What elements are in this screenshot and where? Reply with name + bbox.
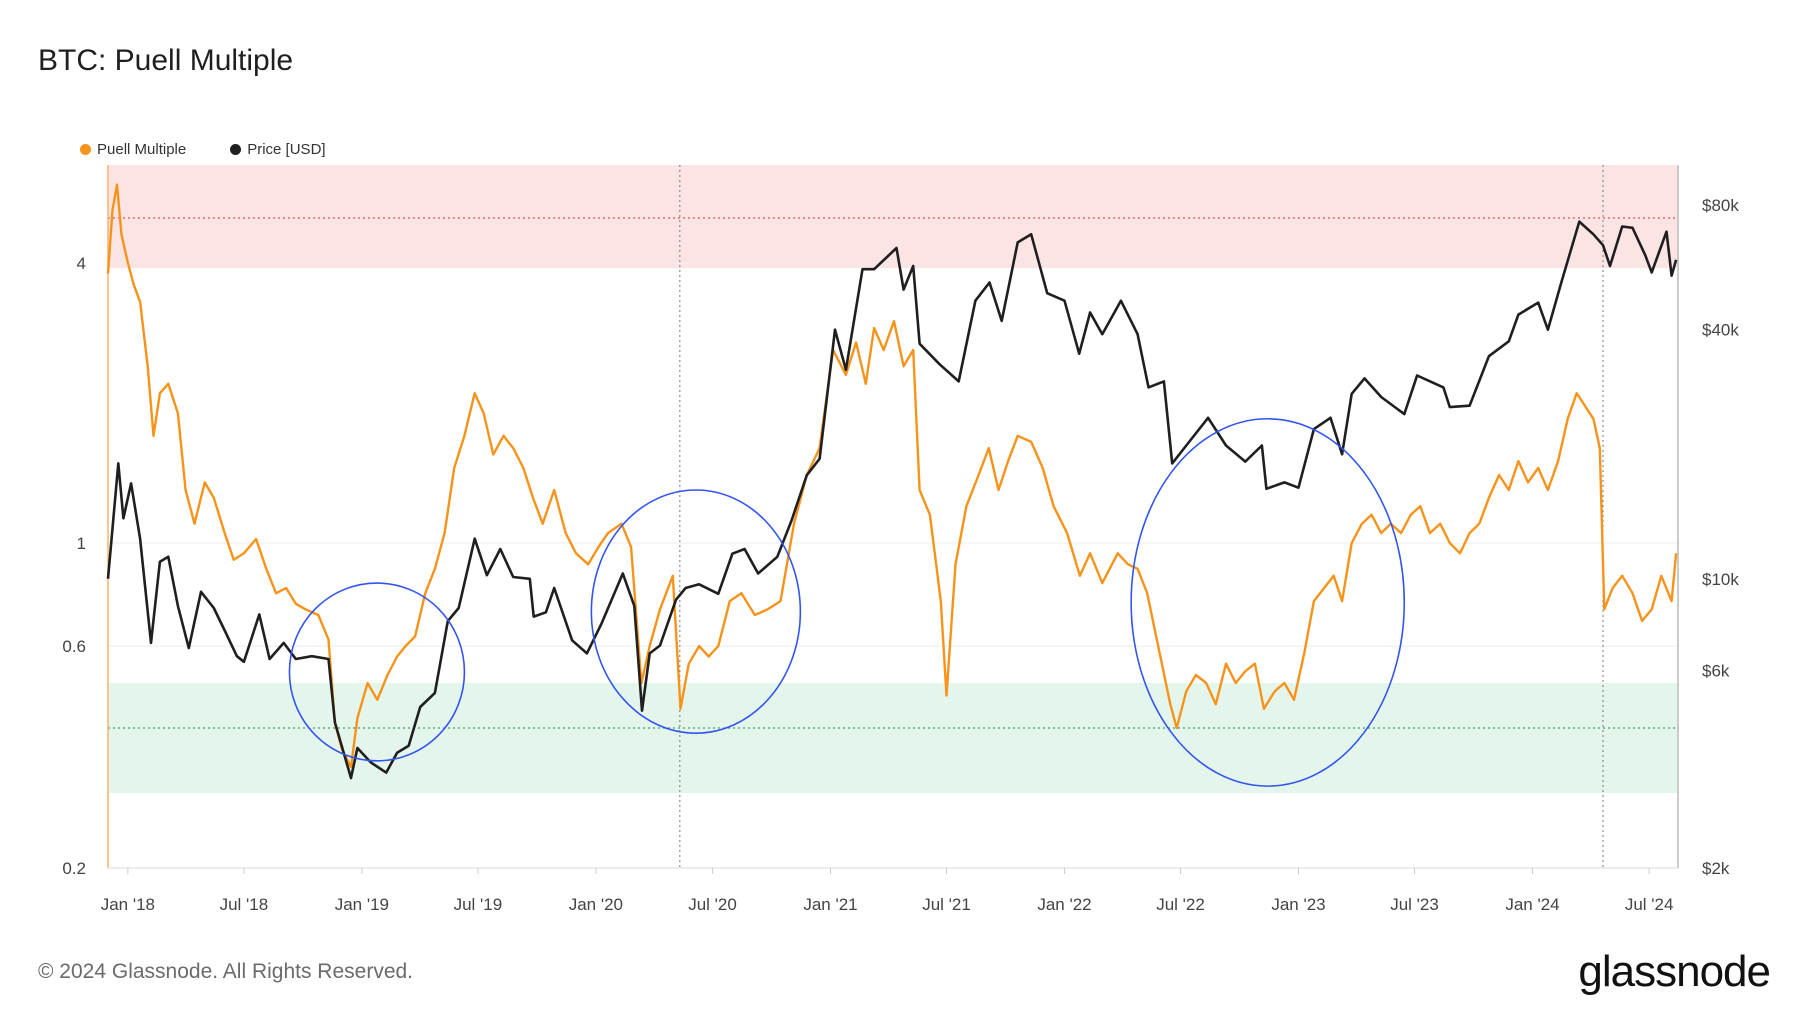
x-tick-label: Jul '21 <box>922 895 971 914</box>
left-tick-label: 1 <box>77 534 86 553</box>
legend-item-puell[interactable]: Puell Multiple <box>80 141 186 158</box>
legend-label-price: Price [USD] <box>247 141 326 158</box>
legend-label-puell: Puell Multiple <box>97 141 187 158</box>
puell-multiple-line <box>106 183 1678 769</box>
legend-dot-puell <box>80 144 91 155</box>
x-tick-label: Jul '22 <box>1156 895 1205 914</box>
copyright-text: © 2024 Glassnode. All Rights Reserved. <box>38 960 414 983</box>
x-tick-label: Jan '21 <box>803 895 857 914</box>
annotation-circle-1 <box>590 489 802 734</box>
x-tick-label: Jul '18 <box>220 895 269 914</box>
x-tick-label: Jan '24 <box>1505 895 1559 914</box>
right-tick-label: $2k <box>1702 859 1730 878</box>
x-tick-label: Jul '19 <box>454 895 503 914</box>
x-tick-label: Jan '20 <box>569 895 623 914</box>
x-tick-label: Jul '20 <box>688 895 737 914</box>
undervalued-zone-band <box>108 682 1678 793</box>
right-tick-label: $80k <box>1702 196 1739 215</box>
glassnode-logo: glassnode <box>1578 947 1771 996</box>
legend-dot-price <box>230 144 242 155</box>
left-tick-label: 0.2 <box>62 859 86 878</box>
chart-title: BTC: Puell Multiple <box>38 44 294 77</box>
x-tick-label: Jan '23 <box>1271 895 1325 914</box>
x-tick-label: Jul '23 <box>1390 895 1439 914</box>
right-tick-label: $40k <box>1702 321 1739 340</box>
x-tick-label: Jul '24 <box>1625 895 1674 914</box>
x-tick-label: Jan '22 <box>1037 895 1091 914</box>
left-tick-label: 4 <box>77 254 86 273</box>
right-tick-label: $6k <box>1702 662 1730 681</box>
annotation-circle-0 <box>288 582 466 762</box>
price-line <box>106 220 1678 780</box>
x-tick-label: Jan '18 <box>101 895 155 914</box>
annotation-circle-2 <box>1130 417 1406 787</box>
chart-legend: Puell Multiple Price [USD] <box>80 141 326 158</box>
x-tick-label: Jan '19 <box>335 895 389 914</box>
left-tick-label: 0.6 <box>62 637 86 656</box>
right-tick-label: $10k <box>1702 570 1739 589</box>
legend-item-price[interactable]: Price [USD] <box>230 141 326 158</box>
